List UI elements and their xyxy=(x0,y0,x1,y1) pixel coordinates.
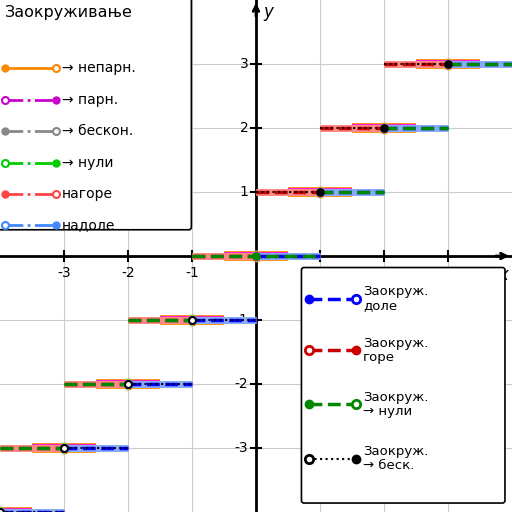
Text: -1: -1 xyxy=(234,313,248,327)
Text: -2: -2 xyxy=(121,266,135,280)
Text: → парн.: → парн. xyxy=(62,93,118,107)
Text: -1: -1 xyxy=(185,266,199,280)
Text: надоле: надоле xyxy=(62,218,115,232)
Text: Заокруживање: Заокруживање xyxy=(5,5,133,20)
Text: Заокруж.
горе: Заокруж. горе xyxy=(363,336,428,364)
Text: -3: -3 xyxy=(234,441,248,455)
Text: 1: 1 xyxy=(315,266,325,280)
Text: Заокруж.
доле: Заокруж. доле xyxy=(363,285,428,312)
FancyBboxPatch shape xyxy=(0,0,191,230)
Text: -2: -2 xyxy=(234,377,248,391)
FancyBboxPatch shape xyxy=(302,267,505,503)
Text: -3: -3 xyxy=(57,266,71,280)
Text: нагоре: нагоре xyxy=(62,187,113,201)
Text: → нули: → нули xyxy=(62,156,114,169)
Text: y: y xyxy=(264,3,273,21)
Text: Заокруж.
→ беск.: Заокруж. → беск. xyxy=(363,445,428,473)
Text: → непарн.: → непарн. xyxy=(62,61,136,75)
Text: 3: 3 xyxy=(240,57,248,71)
Text: Заокруж.
→ нули: Заокруж. → нули xyxy=(363,391,428,418)
Text: 2: 2 xyxy=(240,121,248,135)
Text: 2: 2 xyxy=(379,266,389,280)
Text: 3: 3 xyxy=(443,266,453,280)
Text: → бескон.: → бескон. xyxy=(62,124,133,138)
Text: 1: 1 xyxy=(240,185,248,199)
Text: x: x xyxy=(499,266,509,284)
